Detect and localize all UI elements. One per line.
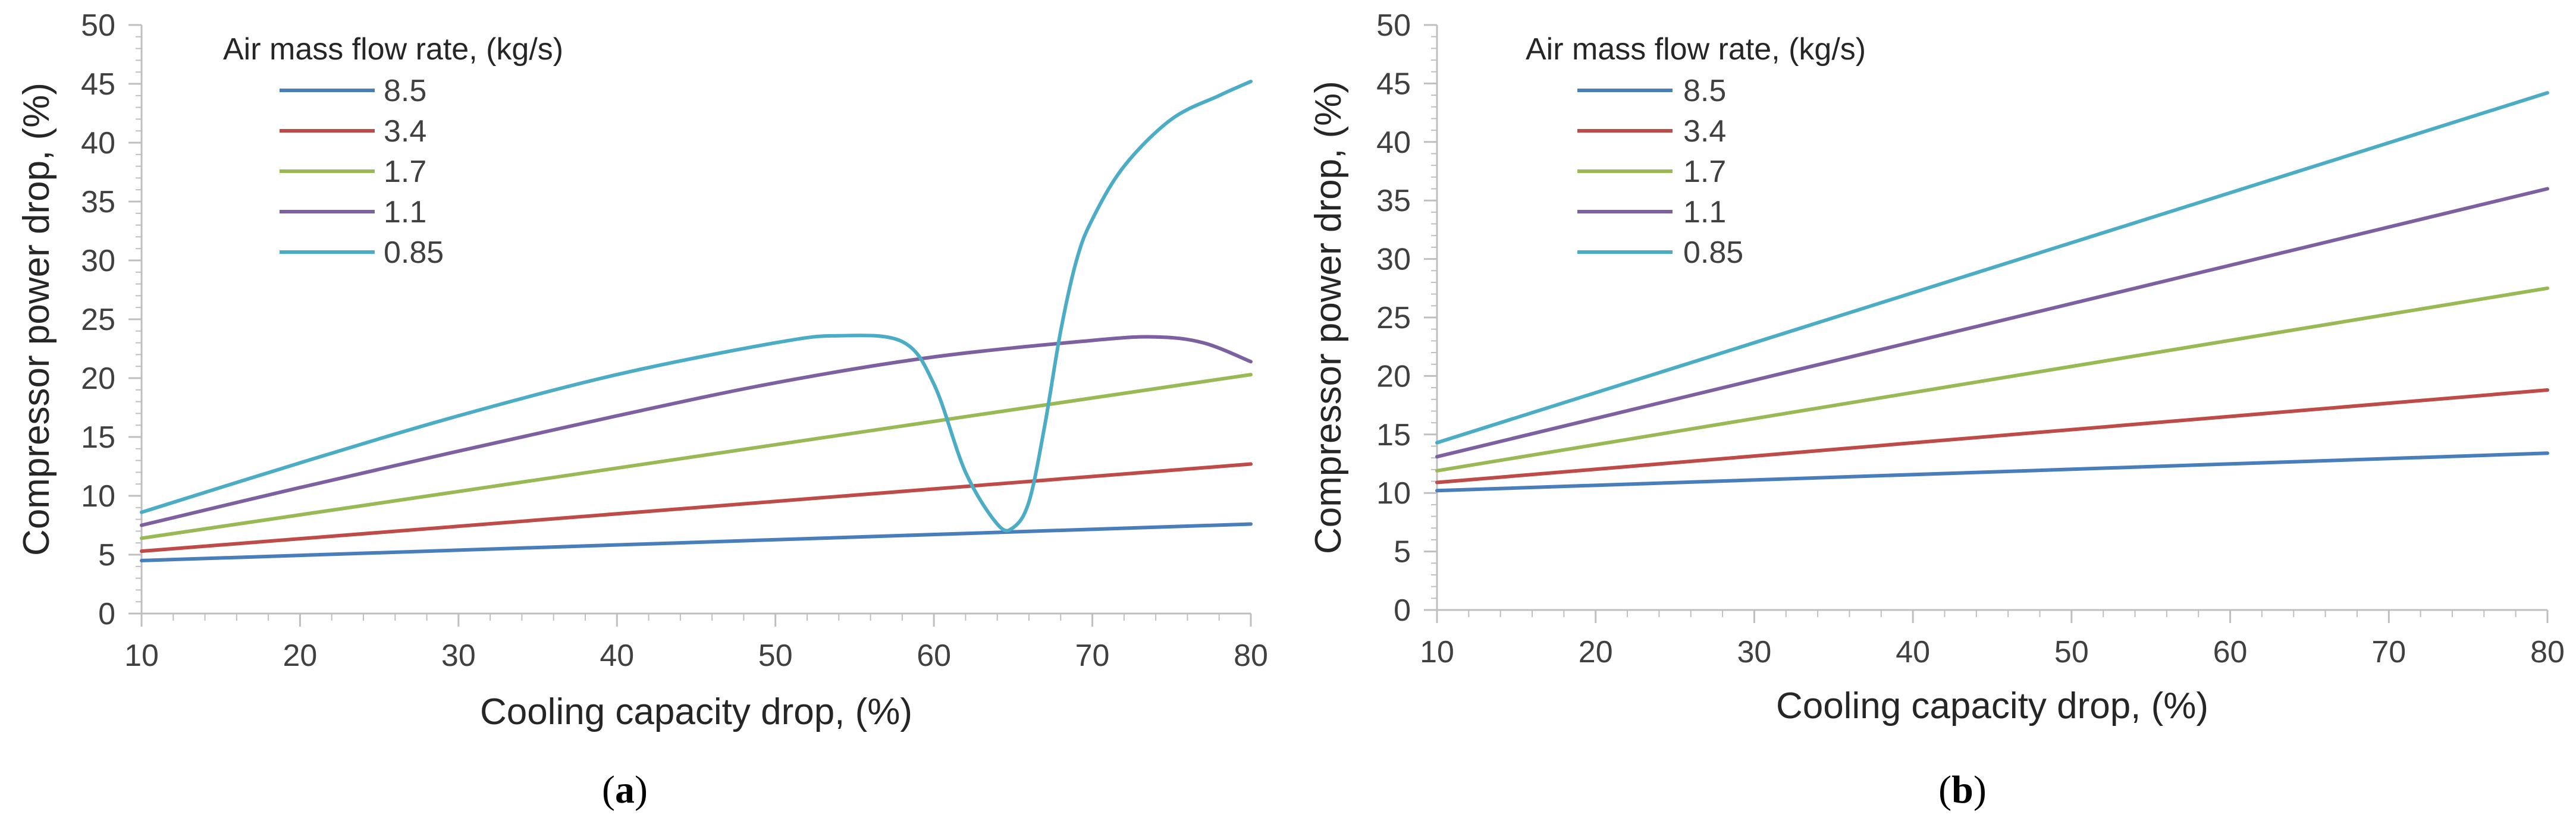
x-axis-title: Cooling capacity drop, (%)	[1776, 685, 2208, 726]
y-tick-label: 45	[81, 67, 115, 102]
y-tick-label: 0	[98, 597, 115, 631]
series-line-1-7	[1435, 286, 2549, 473]
x-tick-label: 40	[1896, 635, 1930, 669]
y-tick-label: 5	[98, 538, 115, 573]
panel-label-open: (	[1938, 768, 1951, 812]
chart-panel-b: 0 5 10 15 20 25 30 35 40 45 50 10 20 30 40 50 60 70 80 Cool…	[1308, 8, 2565, 812]
y-tick-label: 35	[1376, 184, 1411, 218]
y-axis-title: Compressor power drop, (%)	[1308, 81, 1349, 554]
x-axis-title: Cooling capacity drop, (%)	[480, 691, 912, 732]
panel-label: (b)	[1938, 768, 1987, 812]
y-tick-label: 40	[1376, 125, 1411, 160]
panel-label-close: )	[635, 768, 648, 812]
legend-label: 8.5	[384, 74, 426, 108]
legend-label: 8.5	[1683, 74, 1726, 108]
y-axis-title: Compressor power drop, (%)	[16, 83, 57, 556]
panel-label: (a)	[602, 768, 648, 812]
series-line-3-4	[1435, 388, 2549, 485]
legend-title: Air mass flow rate, (kg/s)	[1526, 32, 1866, 67]
panel-label-letter: b	[1951, 768, 1973, 812]
y-tick-label: 5	[1394, 535, 1411, 570]
panel-label-letter: a	[615, 768, 635, 812]
x-tick-label: 70	[1075, 639, 1110, 673]
x-tick-label: 40	[600, 639, 634, 673]
series-line-0-85	[140, 80, 1253, 533]
y-tick-label: 25	[81, 303, 115, 337]
y-tick-label: 20	[1376, 359, 1411, 394]
y-tick-label: 25	[1376, 301, 1411, 335]
x-tick-label: 50	[758, 639, 793, 673]
y-tick-label: 45	[1376, 67, 1411, 101]
legend-title: Air mass flow rate, (kg/s)	[223, 32, 563, 67]
series-line-8-5	[1435, 451, 2549, 493]
y-tick-label: 30	[1376, 243, 1411, 277]
series-line-1-7	[140, 373, 1253, 540]
series-line-1-1	[140, 335, 1253, 527]
panel-label-close: )	[1973, 768, 1987, 812]
chart-panel-a: 0 5 10 15 20 25 30 35 40 45 50 10 20 30 40 50 60 70 80 Cool…	[16, 8, 1268, 812]
x-tick-label: 80	[2530, 635, 2565, 669]
legend-label: 3.4	[1683, 114, 1726, 149]
y-tick-label: 20	[81, 361, 115, 396]
x-tick-label: 20	[283, 639, 318, 673]
y-tick-label: 10	[1376, 476, 1411, 511]
series-line-0-85	[1435, 91, 2549, 445]
legend-label: 0.85	[384, 235, 444, 270]
x-tick-label: 20	[1579, 635, 1613, 669]
legend-label: 1.7	[384, 155, 426, 189]
y-tick-label: 10	[81, 479, 115, 514]
y-tick-label: 30	[81, 244, 115, 278]
x-tick-label: 10	[124, 639, 159, 673]
series-line-1-1	[1435, 187, 2549, 459]
y-tick-label: 50	[1376, 8, 1411, 43]
x-tick-label: 60	[917, 639, 951, 673]
panel-label-open: (	[602, 768, 615, 812]
y-tick-label: 15	[81, 420, 115, 455]
x-tick-label: 70	[2371, 635, 2406, 669]
x-tick-label: 30	[441, 639, 476, 673]
y-tick-label: 15	[1376, 418, 1411, 452]
y-tick-label: 0	[1394, 593, 1411, 628]
series-line-3-4	[140, 462, 1253, 553]
legend-label: 0.85	[1683, 235, 1743, 270]
x-tick-label: 60	[2213, 635, 2248, 669]
x-tick-label: 50	[2054, 635, 2089, 669]
y-tick-label: 50	[81, 8, 115, 43]
legend-label: 1.7	[1683, 155, 1726, 189]
legend-label: 1.1	[384, 195, 426, 229]
x-tick-label: 80	[1234, 639, 1268, 673]
x-tick-label: 30	[1737, 635, 1772, 669]
series-line-8-5	[140, 522, 1253, 562]
y-tick-label: 40	[81, 126, 115, 161]
x-tick-label: 10	[1420, 635, 1454, 669]
legend-label: 3.4	[384, 114, 426, 149]
legend-label: 1.1	[1683, 195, 1726, 229]
y-tick-label: 35	[81, 185, 115, 219]
